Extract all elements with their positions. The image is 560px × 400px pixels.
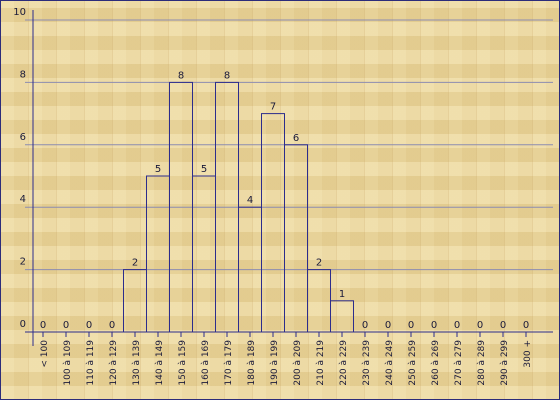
x-tick-label: 180 à 189 xyxy=(247,340,257,386)
x-tick-label: 130 à 139 xyxy=(132,340,142,386)
y-tick-label: 10 xyxy=(13,7,26,18)
value-label: 0 xyxy=(477,320,483,331)
y-tick-label: 6 xyxy=(20,132,26,143)
value-label: 0 xyxy=(63,320,69,331)
x-tick-label: 200 à 209 xyxy=(293,340,303,386)
value-label: 0 xyxy=(362,320,368,331)
x-tick-label: 290 à 299 xyxy=(500,340,510,386)
x-tick-label: 160 à 169 xyxy=(201,340,211,386)
x-tick-label: 110 à 119 xyxy=(86,340,96,386)
x-tick-label: 100 à 109 xyxy=(63,340,73,386)
value-label: 0 xyxy=(500,320,506,331)
x-tick-label: 300 + xyxy=(523,340,533,368)
value-label: 2 xyxy=(316,258,322,269)
bar xyxy=(284,144,308,333)
x-tick-label: 190 à 199 xyxy=(270,340,280,386)
value-label: 8 xyxy=(178,70,184,81)
value-label: 0 xyxy=(40,320,46,331)
value-label: 0 xyxy=(408,320,414,331)
y-tick-label: 0 xyxy=(20,319,26,330)
value-label: 0 xyxy=(86,320,92,331)
value-label: 8 xyxy=(224,70,230,81)
x-tick-label: 170 à 179 xyxy=(224,340,234,386)
value-label: 4 xyxy=(247,195,253,206)
value-label: 5 xyxy=(201,164,207,175)
value-label: 6 xyxy=(293,133,299,144)
y-tick-label: 2 xyxy=(20,257,26,268)
bar xyxy=(146,175,170,333)
value-label: 0 xyxy=(109,320,115,331)
x-tick-label: 280 à 289 xyxy=(477,340,487,386)
x-tick-label: 220 à 229 xyxy=(339,340,349,386)
value-label: 0 xyxy=(523,320,529,331)
y-tick-label: 8 xyxy=(20,69,26,80)
value-label: 5 xyxy=(155,164,161,175)
x-tick-label: 140 à 149 xyxy=(155,340,165,386)
x-tick-label: 250 à 259 xyxy=(408,340,418,386)
bar xyxy=(330,300,354,333)
x-tick-label: 260 à 269 xyxy=(431,340,441,386)
bar xyxy=(307,269,331,333)
x-tick-label: < 100 xyxy=(40,340,50,368)
value-label: 2 xyxy=(132,258,138,269)
value-label: 0 xyxy=(454,320,460,331)
x-tick-label: 150 à 159 xyxy=(178,340,188,386)
bar xyxy=(261,113,285,333)
value-label: 1 xyxy=(339,289,345,300)
value-label: 7 xyxy=(270,102,276,113)
x-tick-label: 210 à 219 xyxy=(316,340,326,386)
y-tick-label: 4 xyxy=(20,194,26,205)
bar xyxy=(123,269,147,333)
x-tick-label: 270 à 279 xyxy=(454,340,464,386)
bar xyxy=(192,175,216,333)
x-tick-label: 230 à 239 xyxy=(362,340,372,386)
value-label: 0 xyxy=(431,320,437,331)
x-tick-label: 240 à 249 xyxy=(385,340,395,386)
value-label: 0 xyxy=(385,320,391,331)
x-tick-label: 120 à 129 xyxy=(109,340,119,386)
